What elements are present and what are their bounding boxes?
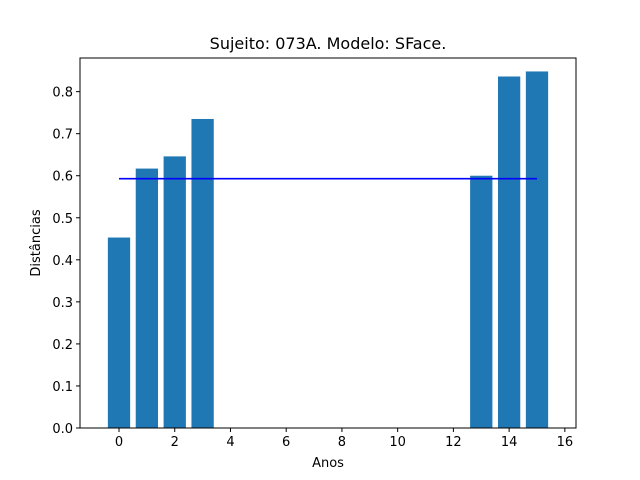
y-tick-label: 0.0 (52, 422, 73, 437)
y-axis-ticks: 0.0 0.1 0.2 0.3 0.4 0.5 0.6 0.7 0.8 (52, 86, 80, 437)
x-tick-label: 4 (226, 435, 234, 450)
x-tick-label: 10 (389, 435, 406, 450)
y-tick-label: 0.5 (52, 212, 73, 227)
y-tick-label: 0.4 (52, 254, 73, 269)
y-tick-label: 0.7 (52, 128, 73, 143)
x-tick-label: 12 (445, 435, 462, 450)
bar-2 (163, 156, 186, 429)
y-tick-label: 0.6 (52, 170, 73, 185)
bar-14 (497, 76, 521, 428)
y-tick-label: 0.1 (52, 380, 73, 395)
plot-frame (79, 57, 577, 429)
bars-group (107, 71, 549, 429)
x-axis-label: Anos (312, 456, 344, 471)
x-tick-label: 8 (338, 435, 346, 450)
bar-13 (470, 175, 493, 428)
bar-15 (525, 71, 549, 429)
chart-title: Sujeito: 073A. Modelo: SFace. (210, 34, 447, 53)
y-tick-label: 0.8 (52, 86, 73, 101)
y-axis-label: Distâncias (29, 209, 44, 276)
bar-1 (135, 168, 159, 429)
x-tick-label: 0 (115, 435, 123, 450)
x-tick-label: 6 (282, 435, 290, 450)
y-tick-label: 0.3 (52, 296, 73, 311)
bar-3 (191, 118, 214, 428)
x-axis-ticks: 0 2 4 6 8 10 12 14 16 (115, 428, 573, 450)
x-tick-label: 2 (171, 435, 179, 450)
x-tick-label: 14 (501, 435, 518, 450)
x-tick-label: 16 (557, 435, 574, 450)
y-tick-label: 0.2 (52, 338, 73, 353)
bar-0 (107, 237, 131, 428)
